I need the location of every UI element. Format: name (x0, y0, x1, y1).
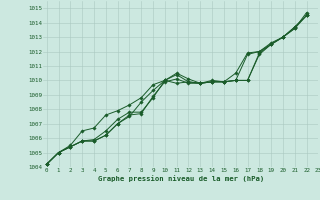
X-axis label: Graphe pression niveau de la mer (hPa): Graphe pression niveau de la mer (hPa) (98, 175, 264, 182)
